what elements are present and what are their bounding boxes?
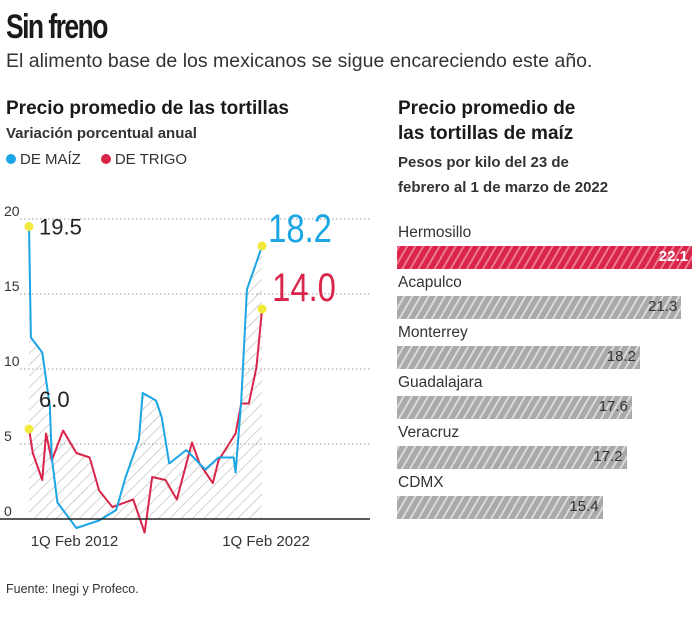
bar-category-label: Hermosillo (398, 224, 472, 241)
source-note: Fuente: Inegi y Profeco. (6, 582, 139, 596)
series-line-maiz (28, 226, 264, 529)
y-tick-label: 15 (4, 278, 20, 294)
bar-monterrey: 18.2 (397, 346, 640, 369)
bar-category-label: Acapulco (398, 274, 462, 291)
bar-category-label: Monterrey (398, 324, 468, 341)
legend-label-trigo: DE TRIGO (114, 151, 188, 168)
bar-veracruz: 17.2 (397, 446, 627, 469)
bar-value-label: 17.2 (593, 448, 623, 465)
legend-label-maiz: DE MAÍZ (20, 151, 81, 168)
legend-item-trigo: DE TRIGO (100, 151, 188, 168)
bar-category-label: Veracruz (398, 424, 460, 441)
bar-category-label: Guadalajara (398, 374, 483, 391)
bar-chart-title: Precio promedio de (398, 97, 575, 121)
bar-hermosillo: 22.1 (397, 246, 692, 269)
bar-value-label: 21.3 (648, 298, 678, 315)
highlight-point (257, 241, 267, 251)
x-tick-label: 1Q Feb 2012 (31, 533, 119, 550)
value-annotation: 6.0 (39, 387, 70, 412)
bar-value-label: 17.6 (598, 398, 628, 415)
legend-swatch-maiz (6, 154, 16, 164)
hatched-area (29, 226, 263, 519)
line-chart-legend: DE MAÍZ DE TRIGO (6, 151, 187, 168)
bar-acapulco: 21.3 (397, 296, 682, 319)
highlight-point (24, 424, 34, 434)
value-annotation: 18.2 (268, 206, 332, 251)
y-tick-label: 5 (4, 428, 12, 444)
bar-chart-title-line1: Precio promedio de (398, 98, 576, 119)
y-tick-label: 10 (4, 353, 20, 369)
highlight-point (257, 304, 267, 314)
bar-category-label: CDMX (398, 474, 444, 491)
value-annotation: 19.5 (39, 215, 82, 240)
bar-chart-subtitle-2: febrero al 1 de marzo de 2022 (398, 179, 609, 196)
line-chart-title: Precio promedio de las tortillas (6, 98, 289, 119)
page-subtitle: El alimento base de los mexicanos se sig… (6, 50, 593, 72)
line-chart-subtitle: Variación porcentual anual (6, 125, 197, 142)
bar-chart-title-2: las tortillas de maíz (398, 122, 573, 146)
y-tick-label: 0 (4, 503, 12, 519)
y-tick-label: 20 (4, 203, 20, 219)
bar-guadalajara: 17.6 (397, 396, 632, 419)
value-annotation: 14.0 (272, 265, 336, 310)
x-tick-label: 1Q Feb 2022 (222, 533, 310, 550)
bar-value-label: 15.4 (569, 498, 599, 515)
highlight-point (24, 222, 34, 231)
legend-item-maiz: DE MAÍZ (6, 151, 81, 168)
bar-value-label: 22.1 (658, 248, 688, 265)
bar-chart-title-line2: las tortillas de maíz (398, 123, 574, 144)
page-title: Sin freno (6, 8, 108, 46)
bar-chart-subtitle-1: Pesos por kilo del 23 de (398, 154, 569, 171)
line-chart: 0 5 10 15 20 1Q Feb 2012 1Q Feb 2022 19.5 6.0 18.… (0, 203, 370, 550)
bar-cdmx: 15.4 (397, 496, 603, 519)
legend-swatch-trigo (100, 154, 111, 164)
bar-value-label: 18.2 (606, 348, 636, 365)
